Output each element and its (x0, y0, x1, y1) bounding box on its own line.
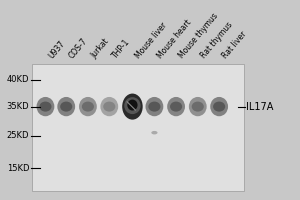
Text: 35KD: 35KD (7, 102, 29, 111)
Ellipse shape (124, 97, 141, 114)
Ellipse shape (146, 97, 163, 116)
Text: IL17A: IL17A (246, 102, 273, 112)
Ellipse shape (189, 97, 207, 116)
Ellipse shape (151, 131, 158, 134)
Text: COS-7: COS-7 (68, 36, 90, 60)
Text: Rat thymus: Rat thymus (199, 21, 235, 60)
Text: THP-1: THP-1 (111, 37, 132, 60)
Text: Jurkat: Jurkat (89, 37, 111, 60)
Ellipse shape (79, 97, 97, 116)
Text: Mouse heart: Mouse heart (156, 18, 194, 60)
Ellipse shape (192, 102, 204, 112)
Text: 40KD: 40KD (7, 75, 29, 84)
Text: Mouse liver: Mouse liver (134, 21, 169, 60)
Text: Mouse thymus: Mouse thymus (178, 12, 220, 60)
Ellipse shape (82, 102, 94, 112)
Ellipse shape (170, 102, 182, 112)
Text: Rat liver: Rat liver (220, 30, 248, 60)
Ellipse shape (127, 100, 138, 111)
Ellipse shape (60, 102, 72, 112)
Ellipse shape (122, 94, 143, 120)
Ellipse shape (148, 102, 160, 112)
Ellipse shape (210, 97, 228, 116)
Ellipse shape (213, 102, 225, 112)
Ellipse shape (167, 97, 185, 116)
Ellipse shape (57, 97, 75, 116)
Ellipse shape (100, 97, 118, 116)
Text: U937: U937 (47, 39, 67, 60)
Ellipse shape (103, 102, 115, 112)
Ellipse shape (39, 102, 52, 112)
Text: 15KD: 15KD (7, 164, 29, 173)
FancyBboxPatch shape (32, 64, 244, 191)
Ellipse shape (37, 97, 54, 116)
Text: 25KD: 25KD (7, 131, 29, 140)
